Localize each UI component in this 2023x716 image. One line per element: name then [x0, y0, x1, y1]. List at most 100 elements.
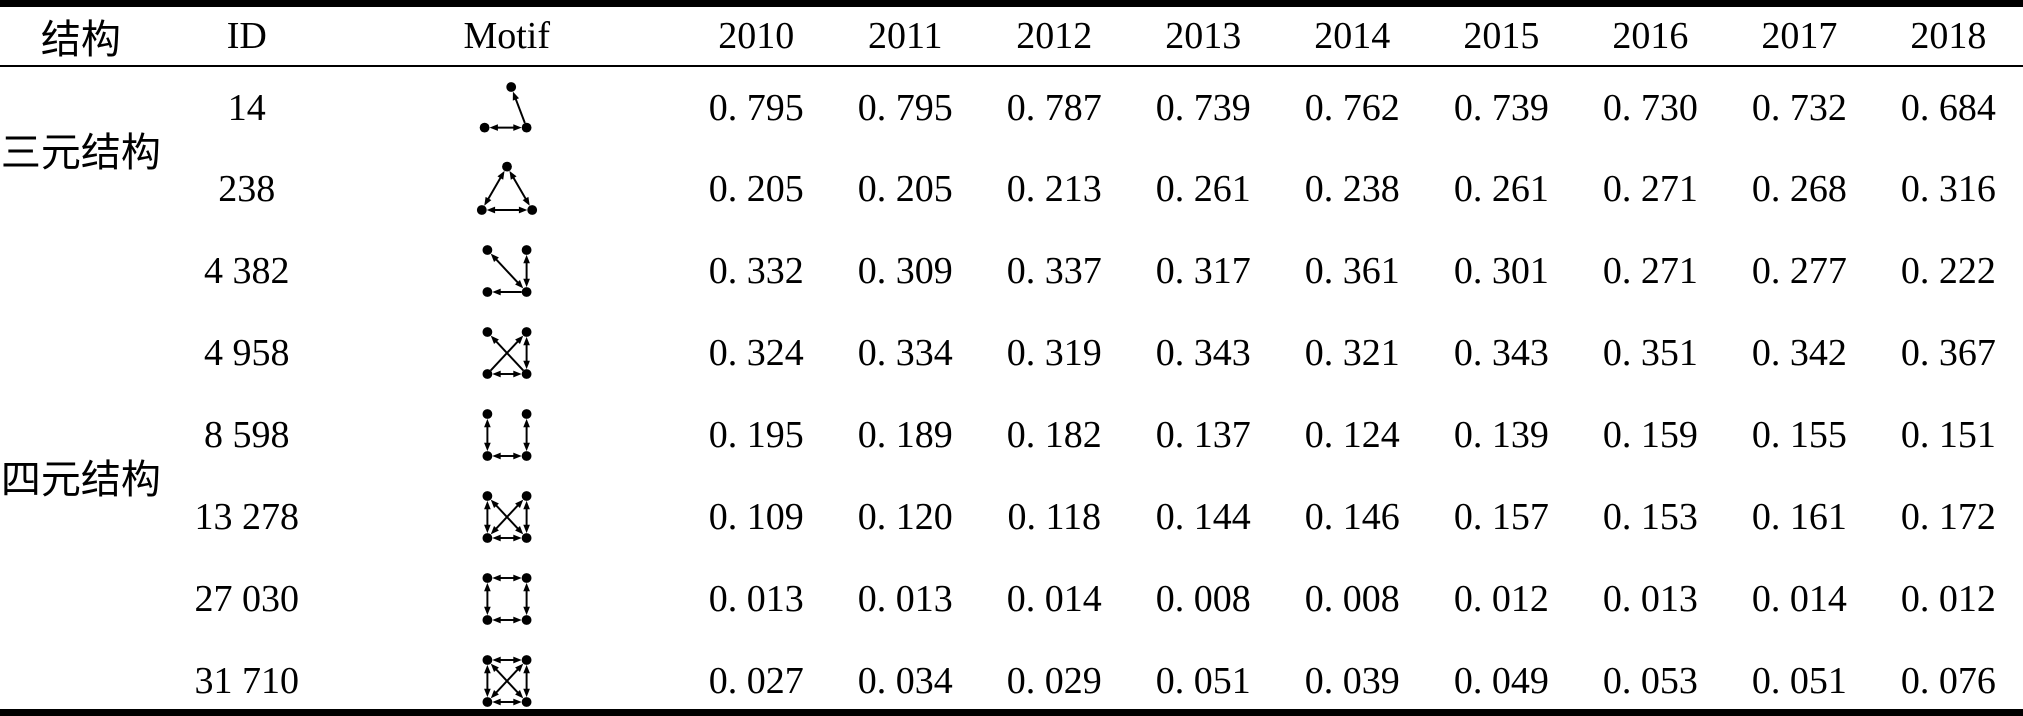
table-header: 结构 ID Motif 2010 2011 2012 2013 2014 2015 2016 201… — [0, 7, 2023, 67]
column-header-structure: 结构 — [0, 7, 162, 67]
value-y2018-row2: 0. 316 — [1900, 168, 1996, 210]
value-y2015-row5: 0. 139 — [1453, 414, 1549, 456]
value-y2015-row3: 0. 301 — [1453, 250, 1549, 292]
value-y2017-row6: 0. 161 — [1751, 496, 1847, 538]
motif-id: 14 — [227, 86, 266, 129]
motif-graph-icon — [476, 161, 537, 215]
table-row: 8 598 0. 195 0. 189 0. 182 0. 137 0. 124 0. 13… — [0, 394, 2023, 476]
value-y2010-row6: 0. 109 — [708, 496, 804, 538]
motif-id: 8 598 — [204, 414, 290, 456]
column-header-y2018: 2018 — [1873, 7, 2023, 67]
table-row: 238 0. 205 0. 205 0. 213 0. 261 0. 238 0. 261 0… — [0, 148, 2023, 230]
column-header-y2012: 2012 — [979, 7, 1129, 67]
value-y2012-row7: 0. 014 — [1006, 578, 1102, 620]
motif-id: 27 030 — [194, 578, 300, 620]
value-y2015-row8: 0. 049 — [1453, 660, 1549, 702]
value-y2017-row8: 0. 051 — [1751, 660, 1847, 702]
value-y2011-row6: 0. 120 — [857, 496, 953, 538]
value-y2014-row2: 0. 238 — [1304, 168, 1400, 210]
value-y2013-row1: 0. 739 — [1155, 86, 1251, 129]
motif-diagram-cell — [332, 558, 682, 640]
column-header-y2016: 2016 — [1575, 7, 1725, 67]
value-y2018-row3: 0. 222 — [1900, 250, 1996, 292]
value-y2018-row5: 0. 151 — [1900, 414, 1996, 456]
motif-id: 238 — [218, 168, 276, 210]
value-y2010-row4: 0. 324 — [708, 332, 804, 374]
value-y2011-row2: 0. 205 — [857, 168, 953, 210]
column-header-motif: Motif — [331, 7, 682, 67]
value-y2017-row3: 0. 277 — [1751, 250, 1847, 292]
value-y2011-row1: 0. 795 — [857, 86, 953, 129]
value-y2015-row4: 0. 343 — [1453, 332, 1549, 374]
motif-frequency-table: 结构 ID Motif 2010 2011 2012 2013 2014 2015 2016 201… — [0, 7, 2023, 709]
value-y2011-row8: 0. 034 — [857, 660, 953, 702]
motif-graph-icon — [479, 81, 532, 132]
value-y2015-row6: 0. 157 — [1453, 496, 1549, 538]
value-y2014-row4: 0. 321 — [1304, 332, 1400, 374]
value-y2016-row3: 0. 271 — [1602, 250, 1698, 292]
value-y2013-row7: 0. 008 — [1155, 578, 1251, 620]
table-row: 27 030 0. 013 0. 013 0. 014 0. 008 0. 008 0. 0… — [0, 558, 2023, 640]
value-y2010-row2: 0. 205 — [708, 168, 804, 210]
table-body: 三元结构 14 0. 795 0. 795 0. 787 0. 739 0. 762 0. 7… — [0, 66, 2023, 709]
value-y2012-row3: 0. 337 — [1006, 250, 1102, 292]
value-y2017-row4: 0. 342 — [1751, 332, 1847, 374]
column-header-y2011: 2011 — [830, 7, 980, 67]
value-y2013-row4: 0. 343 — [1155, 332, 1251, 374]
value-y2013-row2: 0. 261 — [1155, 168, 1251, 210]
value-y2018-row6: 0. 172 — [1900, 496, 1996, 538]
value-y2016-row4: 0. 351 — [1602, 332, 1698, 374]
column-header-y2013: 2013 — [1128, 7, 1278, 67]
motif-diagram-cell — [332, 476, 682, 558]
value-y2018-row1: 0. 684 — [1900, 86, 1996, 129]
value-y2014-row1: 0. 762 — [1304, 86, 1400, 129]
value-y2016-row5: 0. 159 — [1602, 414, 1698, 456]
column-header-id: ID — [161, 7, 332, 67]
value-y2014-row7: 0. 008 — [1304, 578, 1400, 620]
motif-graph-icon — [482, 655, 532, 707]
value-y2015-row1: 0. 739 — [1453, 86, 1549, 129]
value-y2016-row1: 0. 730 — [1602, 86, 1698, 129]
motif-diagram-cell — [332, 148, 682, 230]
value-y2013-row3: 0. 317 — [1155, 250, 1251, 292]
motif-id: 4 382 — [204, 250, 290, 292]
value-y2015-row2: 0. 261 — [1453, 168, 1549, 210]
value-y2013-row6: 0. 144 — [1155, 496, 1251, 538]
column-header-y2015: 2015 — [1426, 7, 1576, 67]
value-y2015-row7: 0. 012 — [1453, 578, 1549, 620]
value-y2018-row4: 0. 367 — [1900, 332, 1996, 374]
column-header-y2010: 2010 — [681, 7, 831, 67]
header-row: 结构 ID Motif 2010 2011 2012 2013 2014 2015 2016 201… — [0, 7, 2023, 67]
value-y2018-row8: 0. 076 — [1900, 660, 1996, 702]
value-y2010-row3: 0. 332 — [708, 250, 804, 292]
motif-diagram-cell — [332, 394, 682, 476]
motif-diagram-cell — [332, 640, 682, 709]
motif-id: 4 958 — [204, 332, 290, 374]
value-y2013-row5: 0. 137 — [1155, 414, 1251, 456]
table-row: 四元结构 4 382 0. 332 0. 309 0. 337 0. 317 0. 361 0… — [0, 230, 2023, 502]
value-y2014-row3: 0. 361 — [1304, 250, 1400, 292]
motif-diagram-cell — [332, 312, 682, 394]
value-y2016-row8: 0. 053 — [1602, 660, 1698, 702]
value-y2012-row2: 0. 213 — [1006, 168, 1102, 210]
value-y2010-row8: 0. 027 — [708, 660, 804, 702]
table-row: 31 710 0. 027 0. 034 0. 029 0. 051 0. 039 0. 0… — [0, 640, 2023, 709]
value-y2010-row5: 0. 195 — [708, 414, 804, 456]
value-y2014-row6: 0. 146 — [1304, 496, 1400, 538]
column-header-y2014: 2014 — [1277, 7, 1427, 67]
motif-graph-icon — [482, 573, 532, 625]
value-y2014-row8: 0. 039 — [1304, 660, 1400, 702]
value-y2017-row7: 0. 014 — [1751, 578, 1847, 620]
value-y2012-row4: 0. 319 — [1006, 332, 1102, 374]
value-y2016-row6: 0. 153 — [1602, 496, 1698, 538]
value-y2017-row1: 0. 732 — [1751, 86, 1847, 129]
motif-diagram-cell — [332, 230, 682, 312]
value-y2016-row7: 0. 013 — [1602, 578, 1698, 620]
structure-group-label: 三元结构 — [0, 129, 161, 175]
value-y2011-row4: 0. 334 — [857, 332, 953, 374]
table-row: 4 958 0. 324 0. 334 0. 319 0. 343 0. 321 0. 34… — [0, 312, 2023, 394]
motif-graph-icon — [482, 327, 532, 379]
motif-graph-icon — [482, 491, 532, 543]
value-y2011-row5: 0. 189 — [857, 414, 953, 456]
